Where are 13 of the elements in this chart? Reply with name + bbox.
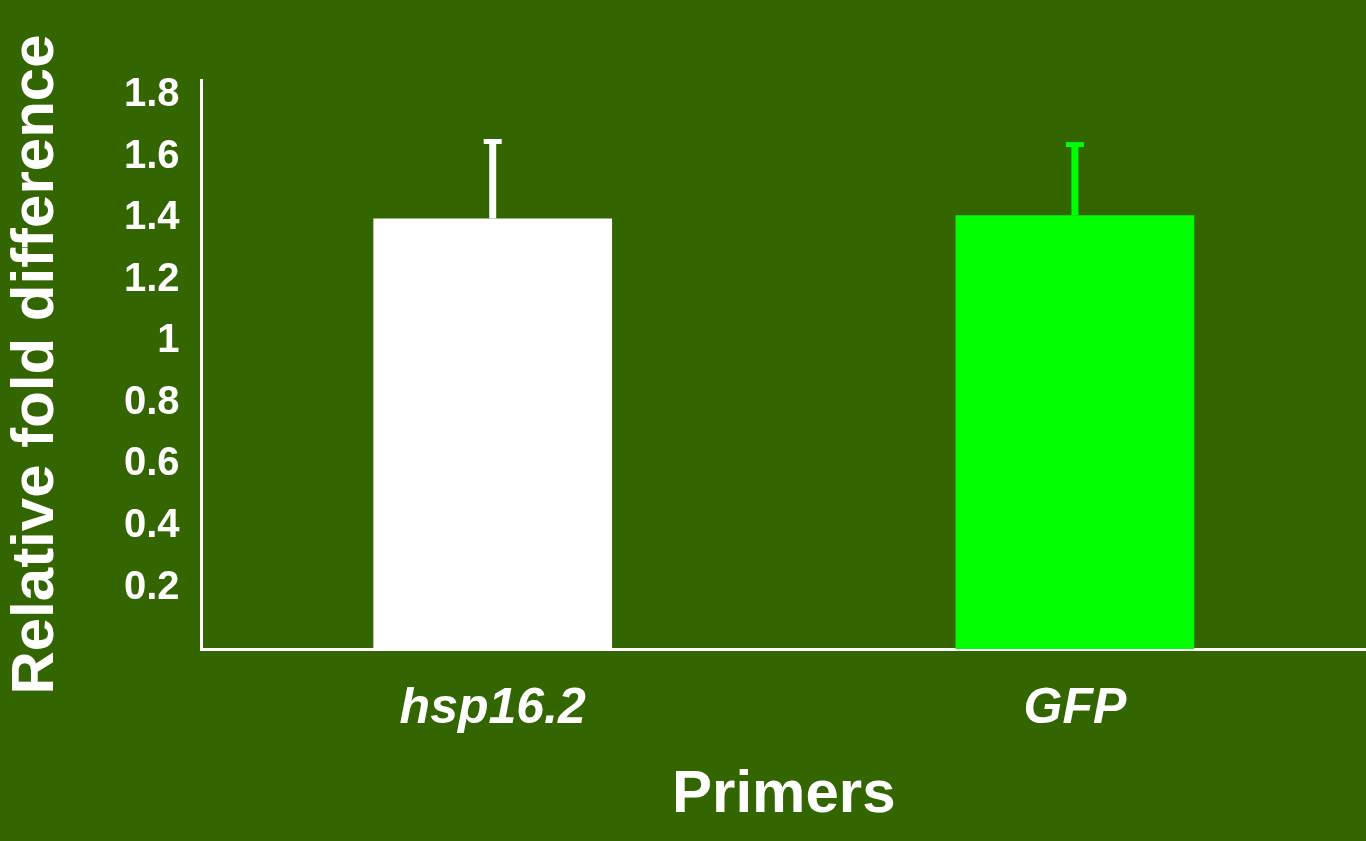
y-tick-label: 0.6 [124, 439, 180, 484]
x-tick-label: hsp16.2 [399, 677, 586, 734]
y-tick-label: 0.4 [124, 501, 181, 545]
y-tick-label: 1.6 [124, 131, 180, 176]
y-tick-label: 1.4 [124, 193, 181, 238]
y-tick-label: 0.8 [124, 377, 180, 422]
x-axis-title: Primers [672, 757, 896, 825]
x-tick-label: GFP [1023, 677, 1127, 734]
y-tick-label: 1 [157, 316, 180, 361]
y-tick-label: 1.2 [124, 254, 180, 299]
y-tick-label: 0.2 [124, 562, 180, 607]
y-tick-label: 1.8 [124, 70, 180, 115]
y-axis-title: Relative fold difference [0, 34, 66, 695]
